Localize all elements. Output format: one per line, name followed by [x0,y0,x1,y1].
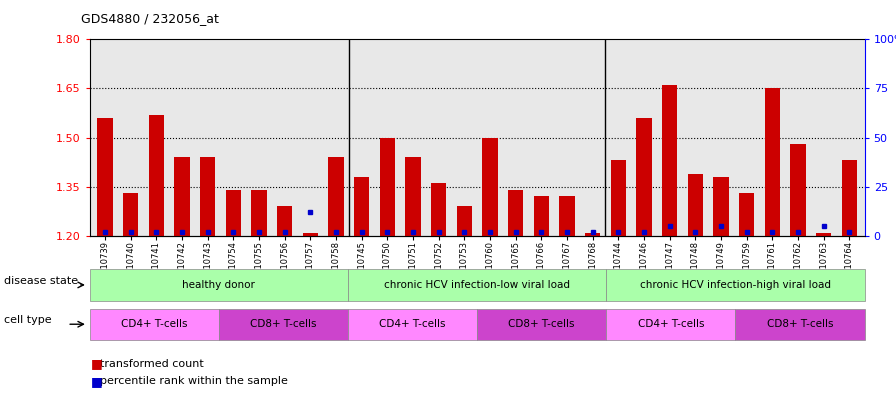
Bar [226,190,241,236]
Bar [149,115,164,236]
Text: healthy donor: healthy donor [182,280,255,290]
Text: cell type: cell type [4,315,52,325]
Text: CD4+ T-cells: CD4+ T-cells [379,319,446,329]
Bar [405,157,420,236]
Bar [328,157,344,236]
Bar [482,138,497,236]
Bar [559,196,574,236]
Bar [431,184,446,236]
Bar [354,177,369,236]
Bar [303,233,318,236]
Text: CD8+ T-cells: CD8+ T-cells [767,319,833,329]
Text: chronic HCV infection-high viral load: chronic HCV infection-high viral load [640,280,831,290]
Bar [585,233,600,236]
Bar [841,160,857,236]
Text: disease state: disease state [4,276,79,286]
Text: chronic HCV infection-low viral load: chronic HCV infection-low viral load [384,280,570,290]
Bar [277,206,292,236]
Bar [687,174,703,236]
Text: CD8+ T-cells: CD8+ T-cells [250,319,316,329]
Text: transformed count: transformed count [100,358,204,369]
Bar [636,118,651,236]
Bar [457,206,472,236]
Bar [508,190,523,236]
Bar [98,118,113,236]
Bar [534,196,549,236]
Text: CD4+ T-cells: CD4+ T-cells [638,319,704,329]
Text: CD8+ T-cells: CD8+ T-cells [508,319,575,329]
Bar [790,144,806,236]
Bar [739,193,754,236]
Bar [816,233,831,236]
Text: percentile rank within the sample: percentile rank within the sample [100,376,289,386]
Bar [610,160,626,236]
Bar [713,177,728,236]
Bar [662,85,677,236]
Bar [251,190,267,236]
Bar [380,138,395,236]
Text: CD4+ T-cells: CD4+ T-cells [121,319,187,329]
Bar [123,193,138,236]
Text: GDS4880 / 232056_at: GDS4880 / 232056_at [81,12,219,25]
Bar [764,88,780,236]
Text: ■: ■ [90,357,102,370]
Bar [175,157,190,236]
Text: ■: ■ [90,375,102,388]
Bar [200,157,215,236]
